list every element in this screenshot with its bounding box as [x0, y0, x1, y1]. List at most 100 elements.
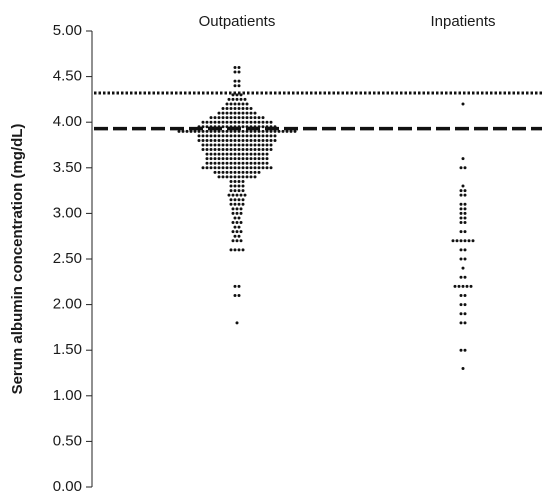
data-dot: [209, 148, 213, 152]
data-dot: [261, 120, 265, 124]
data-dot: [459, 248, 463, 252]
data-dot: [233, 166, 237, 170]
data-dot: [197, 129, 201, 133]
data-dot: [261, 161, 265, 165]
data-dot: [233, 293, 237, 297]
data-dot: [229, 170, 233, 174]
data-dot: [209, 166, 213, 170]
data-dot: [273, 125, 277, 129]
data-dot: [249, 161, 253, 165]
data-dot: [241, 111, 245, 115]
data-dot: [261, 152, 265, 156]
data-dot: [463, 211, 467, 215]
data-dot: [225, 111, 229, 115]
data-dot: [249, 134, 253, 138]
data-dot: [241, 161, 245, 165]
data-dot: [457, 284, 461, 288]
data-dot: [273, 134, 277, 138]
data-dot: [245, 152, 249, 156]
data-dot: [241, 138, 245, 142]
data-dot: [237, 225, 241, 229]
data-dot: [225, 107, 229, 111]
data-dot: [221, 170, 225, 174]
data-dot: [253, 161, 257, 165]
data-dot: [253, 170, 257, 174]
data-dot: [213, 170, 217, 174]
data-dot: [463, 248, 467, 252]
data-dot: [463, 312, 467, 316]
y-axis-label: Serum albumin concentration (mg/dL): [9, 124, 26, 395]
data-dot: [233, 65, 237, 69]
data-dot: [269, 125, 273, 129]
data-dot: [233, 198, 237, 202]
data-dot: [233, 216, 237, 220]
data-dot: [237, 107, 241, 111]
data-dot: [237, 198, 241, 202]
data-dot: [257, 120, 261, 124]
data-dot: [213, 129, 217, 133]
data-dot: [209, 161, 213, 165]
data-dot: [257, 148, 261, 152]
data-dot: [233, 102, 237, 106]
data-dot: [231, 211, 235, 215]
data-dot: [281, 129, 285, 133]
data-dot: [249, 170, 253, 174]
data-dot: [461, 366, 465, 370]
data-dot: [217, 148, 221, 152]
data-dot: [463, 216, 467, 220]
data-dot: [241, 157, 245, 161]
data-dot: [237, 70, 241, 74]
data-dot: [221, 129, 225, 133]
data-dot: [241, 143, 245, 147]
data-dot: [465, 284, 469, 288]
data-dot: [265, 125, 269, 129]
data-dot: [459, 303, 463, 307]
data-dot: [463, 221, 467, 225]
data-dot: [261, 148, 265, 152]
data-dot: [235, 93, 239, 97]
data-dot: [225, 166, 229, 170]
data-dot: [221, 175, 225, 179]
data-dot: [231, 230, 235, 234]
data-dot: [241, 116, 245, 120]
data-dot: [269, 129, 273, 133]
data-dot: [241, 107, 245, 111]
data-dot: [229, 198, 233, 202]
data-dot: [217, 134, 221, 138]
data-dot: [233, 134, 237, 138]
data-dot: [205, 157, 209, 161]
data-dot: [459, 211, 463, 215]
data-dot: [229, 138, 233, 142]
data-dot: [261, 143, 265, 147]
data-dot: [225, 152, 229, 156]
data-dot: [269, 143, 273, 147]
data-dot: [243, 97, 247, 101]
data-dot: [229, 111, 233, 115]
data-dot: [239, 239, 243, 243]
data-dot: [237, 175, 241, 179]
data-dot: [233, 152, 237, 156]
data-dot: [257, 161, 261, 165]
data-dot: [237, 116, 241, 120]
data-dot: [225, 148, 229, 152]
data-dot: [233, 111, 237, 115]
data-dot: [459, 207, 463, 211]
data-dot: [233, 107, 237, 111]
data-dot: [231, 239, 235, 243]
data-dot: [209, 129, 213, 133]
y-tick-label: 0.50: [53, 432, 82, 449]
data-dot: [237, 148, 241, 152]
data-dot: [233, 175, 237, 179]
data-dot: [229, 202, 233, 206]
data-dot: [237, 179, 241, 183]
data-dot: [221, 138, 225, 142]
data-dot: [459, 202, 463, 206]
data-dot: [241, 189, 245, 193]
data-dot: [201, 125, 205, 129]
data-dot: [265, 166, 269, 170]
data-dot: [229, 143, 233, 147]
data-dot: [225, 170, 229, 174]
data-dot: [233, 125, 237, 129]
data-dot: [181, 129, 185, 133]
data-dot: [241, 129, 245, 133]
